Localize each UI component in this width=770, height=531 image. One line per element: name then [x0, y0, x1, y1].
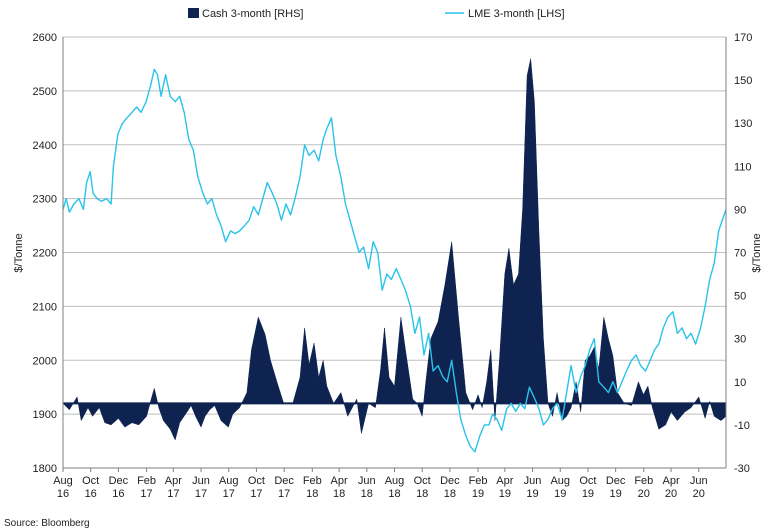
x-tick-year: 19: [526, 488, 538, 500]
x-tick-month: Oct: [579, 475, 596, 487]
right-tick-label: 130: [734, 118, 752, 130]
right-tick-label: 30: [734, 334, 746, 346]
x-axis-ticks: Aug16Oct16Dec16Feb17Apr17Jun17Aug17Oct17…: [53, 468, 708, 500]
x-tick-month: Jun: [192, 475, 210, 487]
x-tick-month: Jun: [524, 475, 542, 487]
left-tick-label: 1900: [33, 409, 57, 421]
left-tick-label: 1800: [33, 463, 57, 475]
x-tick-year: 19: [554, 488, 566, 500]
x-tick-month: Oct: [82, 475, 99, 487]
x-tick-month: Oct: [248, 475, 265, 487]
x-tick-month: Feb: [634, 475, 653, 487]
right-axis-ticks: -30 -10 10 30 50 70 90 110 130 150 170: [734, 32, 752, 475]
x-tick-year: 18: [388, 488, 400, 500]
x-tick-year: 17: [278, 488, 290, 500]
x-tick-year: 18: [306, 488, 318, 500]
x-tick-year: 19: [499, 488, 511, 500]
x-tick-year: 20: [638, 488, 650, 500]
right-tick-label: 10: [734, 377, 746, 389]
left-tick-label: 2300: [33, 194, 57, 206]
x-tick-month: Apr: [662, 475, 679, 487]
x-tick-year: 17: [250, 488, 262, 500]
x-tick-month: Feb: [469, 475, 488, 487]
x-tick-year: 18: [361, 488, 373, 500]
left-tick-label: 2100: [33, 301, 57, 313]
cash-3-month-area: [62, 58, 727, 441]
lme-3-month-series: [62, 68, 727, 453]
x-tick-month: Aug: [219, 475, 239, 487]
x-tick-month: Dec: [274, 475, 294, 487]
x-tick-month: Apr: [496, 475, 513, 487]
x-tick-month: Oct: [414, 475, 431, 487]
left-tick-label: 2400: [33, 140, 57, 152]
x-tick-month: Dec: [606, 475, 626, 487]
x-tick-month: Dec: [109, 475, 129, 487]
x-tick-year: 17: [167, 488, 179, 500]
legend: Cash 3-month [RHS] LME 3-month [LHS]: [188, 8, 565, 20]
right-tick-label: 50: [734, 291, 746, 303]
right-tick-label: 70: [734, 248, 746, 260]
left-axis-ticks: 1800 1900 2000 2100 2200 2300 2400 2500 2600: [33, 32, 57, 475]
x-tick-year: 19: [472, 488, 484, 500]
left-tick-label: 2500: [33, 86, 57, 98]
legend-label-cash: Cash 3-month [RHS]: [202, 8, 303, 20]
right-tick-label: 110: [734, 161, 752, 173]
x-tick-month: Aug: [385, 475, 405, 487]
right-tick-label: -30: [734, 463, 750, 475]
left-tick-label: 2000: [33, 355, 57, 367]
x-tick-month: Feb: [303, 475, 322, 487]
legend-label-lme: LME 3-month [LHS]: [468, 8, 565, 20]
x-tick-month: Aug: [550, 475, 570, 487]
x-tick-year: 16: [85, 488, 97, 500]
x-tick-year: 20: [693, 488, 705, 500]
right-tick-label: 150: [734, 75, 752, 87]
x-tick-month: Jun: [358, 475, 376, 487]
x-tick-year: 16: [57, 488, 69, 500]
x-tick-year: 20: [665, 488, 677, 500]
left-tick-label: 2600: [33, 32, 57, 44]
right-axis-label: $/Tonne: [751, 233, 763, 272]
x-tick-month: Feb: [137, 475, 156, 487]
x-tick-year: 17: [195, 488, 207, 500]
legend-swatch-cash: [188, 8, 199, 18]
cash-3-month-series: [62, 58, 727, 441]
x-tick-month: Dec: [440, 475, 460, 487]
x-tick-year: 18: [333, 488, 345, 500]
x-tick-month: Apr: [331, 475, 348, 487]
right-tick-label: -10: [734, 420, 750, 432]
x-tick-year: 19: [582, 488, 594, 500]
x-tick-year: 17: [140, 488, 152, 500]
x-tick-month: Apr: [165, 475, 182, 487]
x-tick-year: 17: [223, 488, 235, 500]
x-tick-year: 16: [112, 488, 124, 500]
source-note: Source: Bloomberg: [4, 518, 90, 529]
left-axis-label: $/Tonne: [13, 233, 25, 272]
right-tick-label: 170: [734, 32, 752, 44]
right-tick-label: 90: [734, 204, 746, 216]
x-tick-month: Jun: [690, 475, 708, 487]
lme-3-month-line: [62, 68, 727, 453]
x-tick-year: 18: [416, 488, 428, 500]
left-tick-label: 2200: [33, 248, 57, 260]
x-tick-year: 19: [610, 488, 622, 500]
x-tick-year: 18: [444, 488, 456, 500]
x-tick-month: Aug: [53, 475, 73, 487]
